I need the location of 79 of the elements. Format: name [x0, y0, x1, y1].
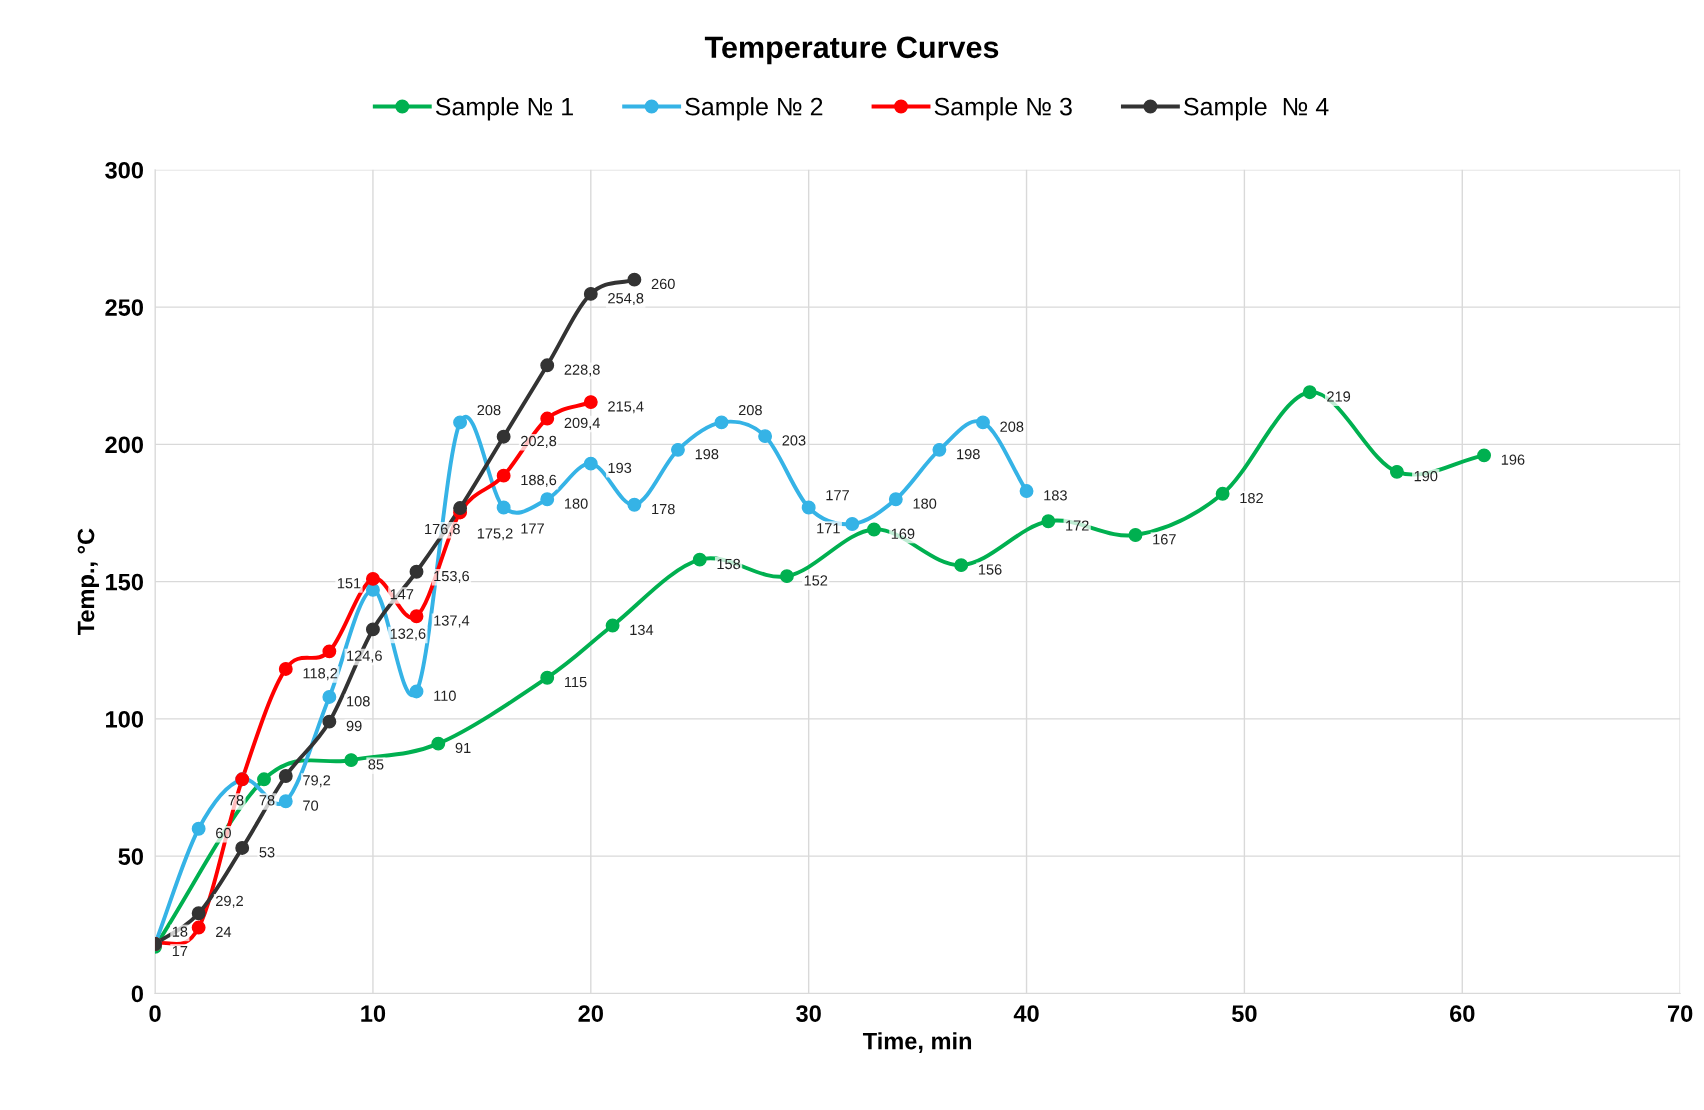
x-tick-label: 40	[1013, 1005, 1039, 1022]
data-label: 178	[652, 503, 675, 515]
data-label: 208	[738, 404, 762, 416]
data-label: 196	[1501, 454, 1525, 465]
data-label: 134	[630, 624, 654, 636]
data-label: 177	[521, 523, 544, 534]
data-label: 132,6	[390, 628, 426, 641]
y-tick-label: 200	[105, 436, 143, 454]
x-tick-label: 50	[1232, 1005, 1257, 1022]
x-axis-title: Time, min	[862, 1032, 972, 1053]
y-tick-label: 100	[106, 710, 143, 728]
data-label: 175,2	[477, 528, 513, 541]
chart-title: Temperature Curves	[704, 36, 999, 65]
data-label: 180	[565, 498, 588, 509]
data-label: 115	[565, 677, 587, 688]
data-label: 118,2	[303, 668, 338, 681]
data-label: 182	[1240, 492, 1263, 504]
data-label: 177	[826, 490, 849, 501]
data-label: 198	[957, 449, 980, 460]
data-label: 203	[782, 435, 806, 446]
y-tick-label: 150	[106, 573, 143, 591]
y-tick-label: 0	[131, 985, 143, 1003]
y-tick-label: 250	[105, 299, 143, 316]
data-label: 176,8	[425, 523, 460, 536]
data-label: 180	[913, 498, 937, 509]
legend-label: Sample № 1	[435, 97, 573, 121]
data-label: 18	[172, 926, 188, 937]
data-label: 190	[1414, 470, 1438, 482]
data-label: 60	[216, 827, 231, 839]
data-label: 17	[172, 946, 188, 957]
data-label: 171	[817, 523, 840, 534]
legend-label: Sample № 3	[934, 97, 1072, 121]
data-label: 29,2	[216, 895, 243, 908]
data-label: 79,2	[303, 775, 331, 788]
data-label: 260	[651, 278, 675, 290]
data-label: 208	[477, 404, 501, 416]
data-label: 183	[1044, 490, 1067, 501]
y-tick-label: 300	[105, 161, 143, 179]
data-label: 156	[978, 564, 1002, 575]
data-label: 219	[1327, 391, 1351, 402]
x-tick-label: 70	[1668, 1005, 1693, 1022]
x-tick-label: 60	[1450, 1005, 1475, 1022]
y-tick-label: 50	[118, 848, 143, 865]
data-label: 78	[228, 795, 244, 806]
data-label: 108	[347, 696, 370, 707]
data-label: 70	[303, 800, 319, 811]
data-label: 172	[1066, 520, 1089, 531]
data-label: 198	[695, 449, 719, 460]
data-label: 91	[455, 742, 471, 754]
data-label: 202,8	[521, 435, 557, 448]
data-label: 209,4	[564, 417, 600, 430]
y-axis-title: Temp., °C	[77, 528, 100, 636]
data-label: 152	[804, 575, 828, 586]
x-tick-label: 10	[361, 1005, 386, 1022]
data-label: 158	[717, 558, 741, 570]
data-label: 147	[390, 589, 414, 600]
data-label: 208	[1000, 421, 1024, 432]
data-label: 99	[346, 720, 362, 732]
data-label: 193	[608, 462, 632, 474]
data-label: 110	[434, 690, 456, 701]
data-label: 151	[337, 578, 361, 589]
data-label: 124,6	[347, 650, 382, 663]
data-label: 228,8	[564, 364, 600, 377]
x-tick-label: 0	[149, 1005, 161, 1022]
data-label: 85	[368, 759, 384, 770]
legend-label: Sample № 4	[1184, 97, 1329, 121]
data-label: 153,6	[434, 570, 470, 583]
x-tick-label: 20	[578, 1005, 603, 1022]
data-label: 53	[259, 847, 275, 858]
data-label: 188,6	[521, 474, 557, 487]
data-label: 169	[891, 528, 915, 539]
legend-label: Sample № 2	[685, 97, 823, 121]
data-label: 215,4	[608, 401, 644, 414]
x-tick-label: 30	[796, 1005, 821, 1022]
data-label: 167	[1153, 534, 1176, 545]
data-label: 137,4	[434, 615, 470, 628]
data-label: 78	[259, 795, 275, 806]
data-label: 254,8	[608, 293, 644, 306]
data-label: 24	[216, 926, 232, 937]
